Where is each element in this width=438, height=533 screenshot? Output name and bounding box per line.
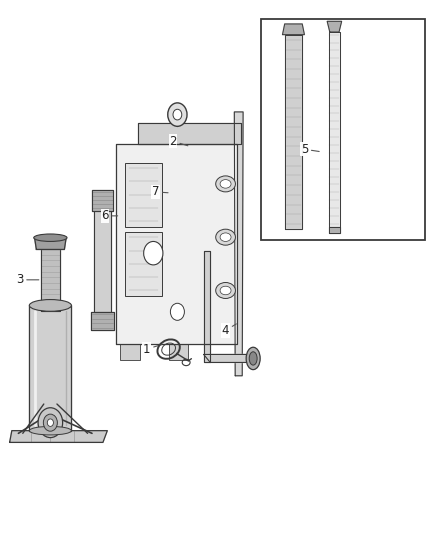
Circle shape: [43, 414, 57, 431]
Polygon shape: [285, 35, 302, 229]
Polygon shape: [29, 305, 71, 431]
Circle shape: [173, 109, 182, 120]
Ellipse shape: [215, 176, 236, 192]
Text: 5: 5: [301, 143, 319, 156]
Polygon shape: [328, 227, 340, 233]
Circle shape: [47, 419, 53, 426]
Polygon shape: [35, 238, 66, 249]
Polygon shape: [204, 251, 210, 362]
Text: 2: 2: [169, 135, 188, 148]
Ellipse shape: [220, 180, 231, 188]
Bar: [169, 344, 188, 360]
Bar: [125, 163, 162, 227]
Polygon shape: [328, 32, 340, 227]
Bar: [261, 19, 425, 240]
Text: 7: 7: [152, 185, 168, 198]
Text: 4: 4: [222, 324, 237, 337]
Circle shape: [170, 303, 184, 320]
Polygon shape: [327, 21, 342, 32]
Polygon shape: [204, 354, 250, 362]
Ellipse shape: [29, 426, 71, 435]
Bar: [125, 232, 162, 296]
Bar: [120, 344, 140, 360]
Ellipse shape: [29, 300, 71, 311]
Polygon shape: [10, 431, 107, 442]
Ellipse shape: [249, 352, 257, 365]
Ellipse shape: [215, 229, 236, 245]
Polygon shape: [91, 312, 114, 330]
Polygon shape: [283, 24, 304, 35]
Polygon shape: [234, 112, 243, 376]
Ellipse shape: [215, 282, 236, 298]
Polygon shape: [41, 249, 60, 311]
Polygon shape: [138, 123, 241, 144]
Polygon shape: [92, 190, 113, 211]
Circle shape: [168, 103, 187, 126]
Text: 3: 3: [16, 273, 39, 286]
Text: 6: 6: [101, 209, 118, 222]
Circle shape: [144, 241, 163, 265]
Polygon shape: [116, 144, 237, 344]
Ellipse shape: [246, 348, 260, 370]
Text: 1: 1: [143, 343, 162, 356]
Ellipse shape: [220, 286, 231, 295]
Circle shape: [38, 408, 63, 438]
Polygon shape: [94, 211, 111, 312]
Ellipse shape: [220, 233, 231, 241]
Ellipse shape: [34, 234, 67, 241]
